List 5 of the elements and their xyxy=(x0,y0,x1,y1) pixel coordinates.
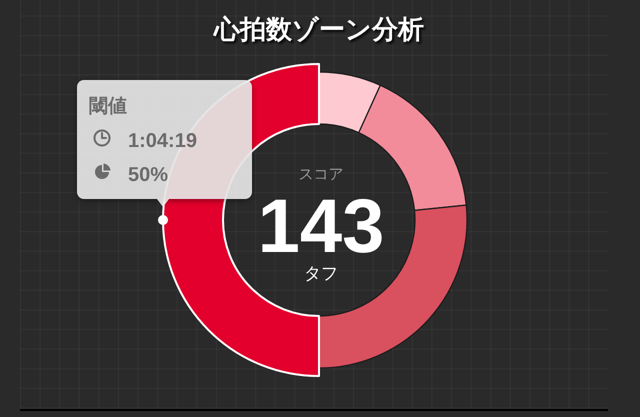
slice-label: 閾値 xyxy=(89,96,127,117)
tooltip: 閾値 1:04:19 50% xyxy=(77,80,252,207)
data-label: 50% xyxy=(128,164,168,186)
chart-title: 心拍数ゾーン分析 xyxy=(212,14,424,44)
text: スコア xyxy=(298,166,344,183)
